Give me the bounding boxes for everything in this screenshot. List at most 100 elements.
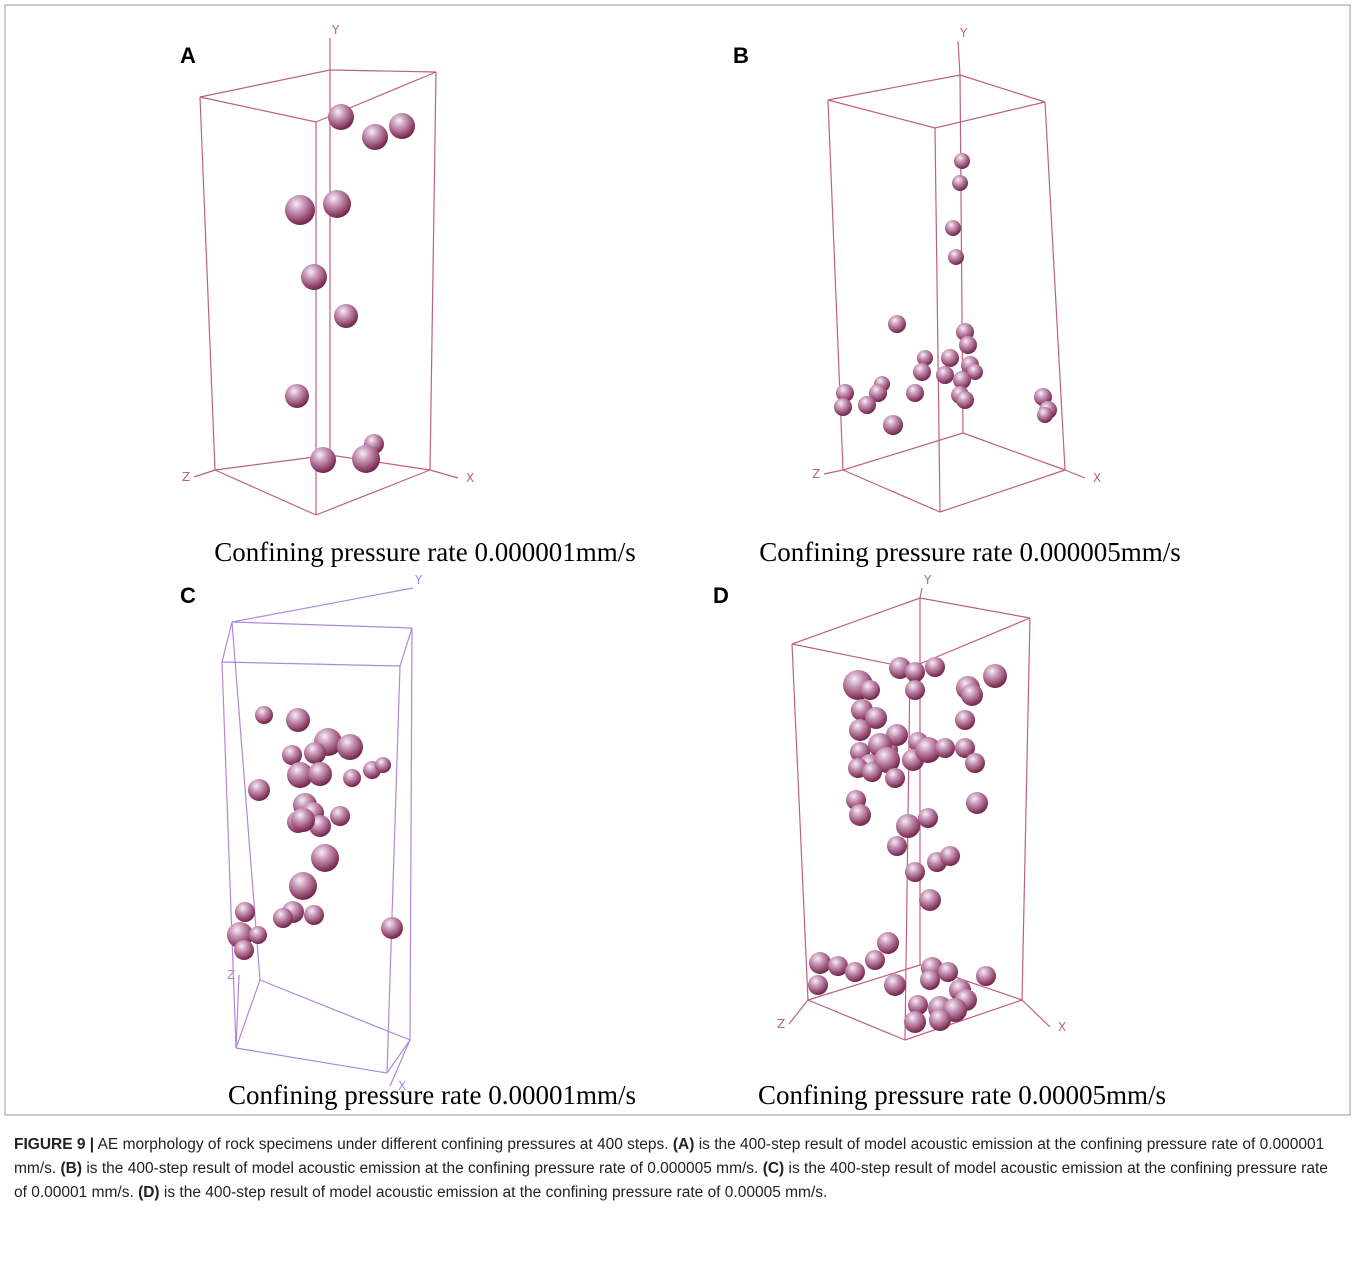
box-edge bbox=[387, 1040, 410, 1073]
ae-sphere bbox=[337, 734, 363, 760]
ae-sphere bbox=[858, 396, 876, 414]
box-edge bbox=[430, 72, 436, 470]
ae-sphere bbox=[235, 902, 255, 922]
ae-sphere bbox=[896, 814, 920, 838]
ae-sphere bbox=[948, 249, 964, 265]
box-edge bbox=[963, 433, 1065, 470]
ae-sphere bbox=[273, 908, 293, 928]
box-edge bbox=[792, 644, 808, 1000]
ae-sphere bbox=[983, 664, 1007, 688]
axis-label: Y bbox=[331, 23, 340, 37]
box-edge bbox=[222, 662, 236, 1048]
ae-sphere bbox=[808, 975, 828, 995]
ae-sphere bbox=[304, 905, 324, 925]
caption-label: FIGURE 9 | bbox=[14, 1136, 94, 1153]
panel-label: D bbox=[713, 583, 729, 608]
ae-sphere bbox=[828, 956, 848, 976]
caption-tag: (D) bbox=[138, 1184, 160, 1201]
caption-item: is the 400-step result of model acoustic… bbox=[86, 1160, 758, 1177]
box-edge bbox=[387, 666, 400, 1073]
ae-sphere bbox=[904, 1011, 926, 1033]
box-edge bbox=[236, 980, 260, 1048]
ae-sphere bbox=[945, 220, 961, 236]
ae-sphere bbox=[289, 872, 317, 900]
ae-sphere bbox=[940, 846, 960, 866]
ae-sphere bbox=[352, 445, 380, 473]
figure-caption: FIGURE 9 | AE morphology of rock specime… bbox=[14, 1133, 1334, 1205]
box-edge bbox=[222, 622, 232, 662]
box-edge bbox=[808, 1000, 905, 1040]
box-edge bbox=[843, 470, 940, 512]
ae-sphere bbox=[334, 304, 358, 328]
ae-sphere bbox=[965, 753, 985, 773]
box-edge bbox=[222, 662, 400, 666]
box-edge bbox=[843, 433, 963, 470]
ae-sphere bbox=[919, 889, 941, 911]
ae-sphere bbox=[375, 757, 391, 773]
box-edge bbox=[400, 628, 412, 666]
ae-sphere bbox=[885, 768, 905, 788]
ae-sphere bbox=[849, 804, 871, 826]
ae-sphere bbox=[966, 792, 988, 814]
panel-caption: Confining pressure rate 0.00005mm/s bbox=[758, 1080, 1166, 1110]
ae-sphere bbox=[285, 384, 309, 408]
ae-sphere bbox=[310, 447, 336, 473]
z-axis bbox=[194, 470, 215, 477]
ae-sphere bbox=[328, 104, 354, 130]
axis-label: Z bbox=[182, 470, 190, 484]
z-axis bbox=[824, 470, 843, 474]
x-axis bbox=[1022, 1000, 1050, 1027]
box-edge bbox=[828, 75, 960, 100]
box-edge bbox=[935, 102, 1045, 128]
panel-label: C bbox=[180, 583, 196, 608]
ae-sphere bbox=[961, 684, 983, 706]
ae-sphere bbox=[883, 415, 903, 435]
ae-sphere bbox=[884, 974, 906, 996]
ae-sphere bbox=[860, 680, 880, 700]
ae-sphere bbox=[929, 1009, 951, 1031]
box-edge bbox=[330, 70, 436, 72]
caption-tag: (A) bbox=[673, 1136, 695, 1153]
ae-sphere bbox=[845, 962, 865, 982]
box-edge bbox=[215, 470, 316, 515]
ae-sphere bbox=[323, 190, 351, 218]
figure: YZXAConfining pressure rate 0.000001mm/s… bbox=[0, 0, 1355, 1271]
ae-sphere bbox=[291, 808, 315, 832]
y-axis bbox=[920, 588, 922, 598]
box-edge bbox=[316, 470, 430, 515]
x-axis bbox=[1065, 470, 1085, 478]
box-edge bbox=[920, 598, 1030, 618]
box-edge bbox=[200, 97, 215, 470]
panel-label: B bbox=[733, 43, 749, 68]
ae-sphere bbox=[865, 950, 885, 970]
caption-tag: (B) bbox=[61, 1160, 83, 1177]
y-axis bbox=[958, 41, 960, 75]
ae-sphere bbox=[888, 315, 906, 333]
ae-sphere bbox=[877, 932, 899, 954]
ae-sphere bbox=[887, 836, 907, 856]
ae-sphere bbox=[301, 264, 327, 290]
box-edge bbox=[330, 455, 430, 470]
ae-sphere bbox=[925, 657, 945, 677]
ae-sphere bbox=[308, 762, 332, 786]
ae-sphere bbox=[905, 680, 925, 700]
box-edge bbox=[1022, 618, 1030, 1000]
ae-sphere bbox=[286, 708, 310, 732]
ae-sphere bbox=[954, 153, 970, 169]
box-edge bbox=[200, 70, 330, 97]
ae-sphere bbox=[959, 336, 977, 354]
ae-sphere bbox=[834, 398, 852, 416]
ae-sphere bbox=[913, 363, 931, 381]
panel-caption: Confining pressure rate 0.000005mm/s bbox=[759, 537, 1180, 567]
ae-sphere bbox=[311, 844, 339, 872]
ae-sphere bbox=[956, 391, 974, 409]
box-edge bbox=[940, 470, 1065, 512]
panel-caption: Confining pressure rate 0.000001mm/s bbox=[214, 537, 635, 567]
ae-sphere bbox=[389, 113, 415, 139]
box-edge bbox=[792, 598, 920, 644]
ae-sphere bbox=[282, 745, 302, 765]
ae-sphere bbox=[343, 769, 361, 787]
x-axis bbox=[430, 470, 458, 478]
caption-item: is the 400-step result of model acoustic… bbox=[164, 1184, 827, 1201]
ae-sphere bbox=[849, 719, 871, 741]
